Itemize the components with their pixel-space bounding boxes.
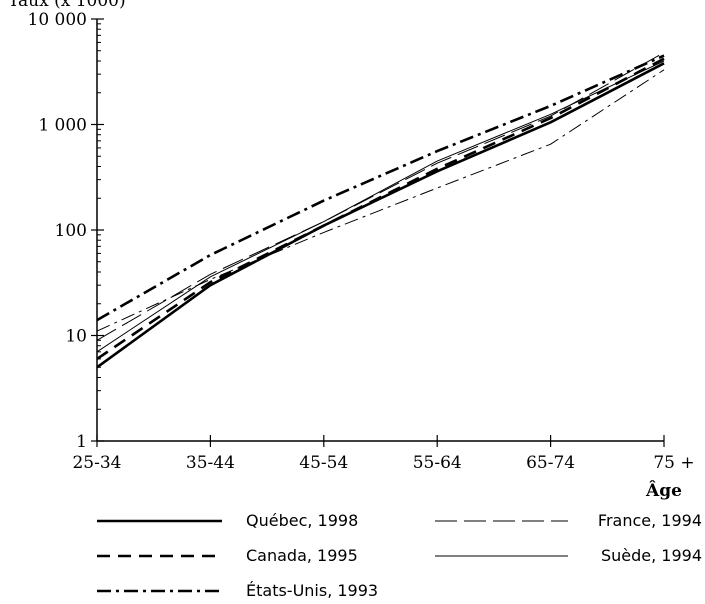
legend-label-2: Canada, 1995	[246, 546, 358, 565]
legend-label-0: Québec, 1998	[246, 511, 358, 530]
legend-label-4: États-Unis, 1993	[246, 581, 378, 600]
x-tick-label: 25-34	[72, 453, 121, 473]
axes: 1 10 100 1 000 10 000 25-34 35-44 45-54 55-64 65-…	[28, 10, 695, 473]
x-tick-label: 35-44	[186, 453, 235, 473]
legend-label-3: Suède, 1994	[601, 546, 702, 565]
series-line-5	[96, 69, 665, 332]
series-line-2	[96, 57, 665, 360]
x-tick-label: 65-74	[526, 453, 575, 473]
plot-lines	[96, 52, 665, 369]
x-tick-label: 55-64	[413, 453, 462, 473]
y-tick-label: 1	[76, 432, 87, 452]
legend-label-1: France, 1994	[598, 511, 702, 530]
y-axis-label: Taux (x 1000)	[8, 0, 126, 11]
y-tick-label: 10 000	[28, 10, 87, 30]
x-tick-label: 75 +	[653, 453, 694, 473]
x-tick-label: 45-54	[299, 453, 348, 473]
y-tick-label: 100	[55, 221, 87, 241]
y-tick-label: 10	[65, 327, 87, 347]
y-tick-label: 1 000	[38, 116, 87, 136]
series-line-4	[96, 54, 665, 322]
x-axis-title: Âge	[645, 480, 682, 501]
series-line-0	[96, 62, 665, 369]
legend: Québec, 1998 France, 1994 Canada, 1995 Suèd…	[97, 511, 702, 600]
series-line-3	[96, 60, 665, 353]
